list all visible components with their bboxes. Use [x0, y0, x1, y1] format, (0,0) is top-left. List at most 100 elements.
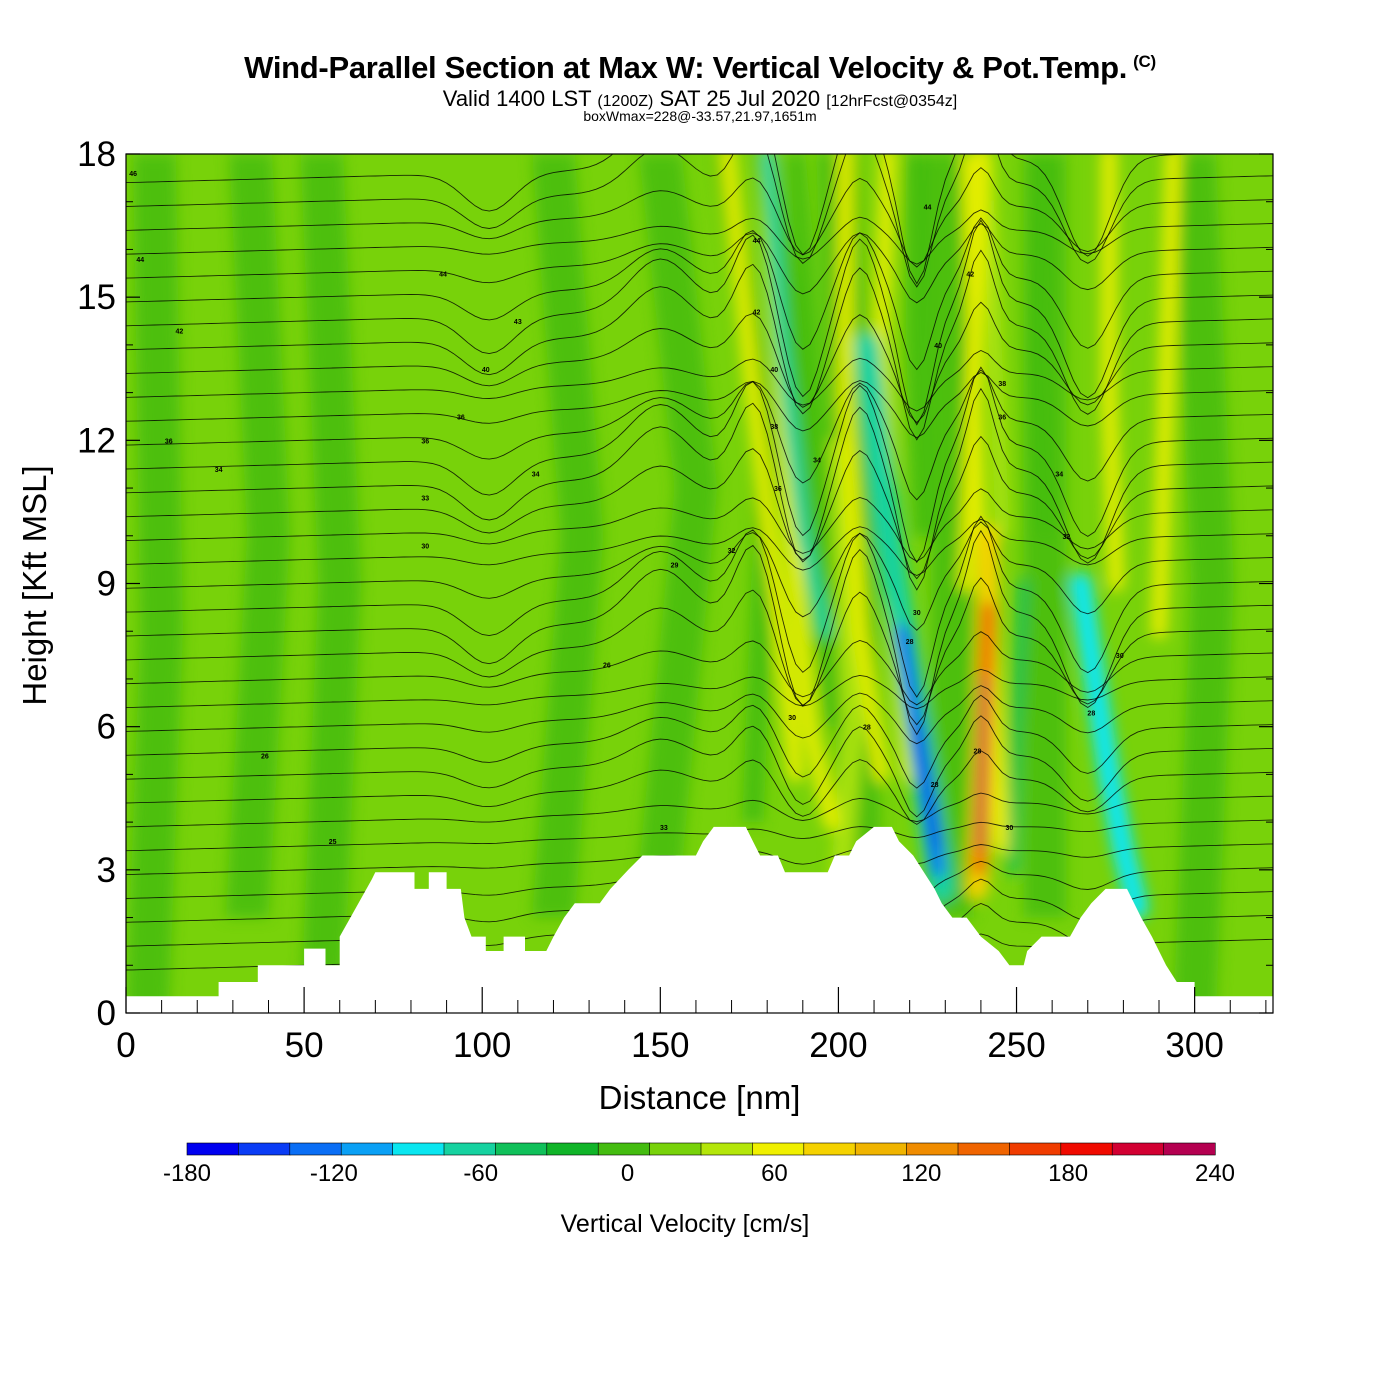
velocity-band [1028, 154, 1054, 536]
isentrope-label: 36 [457, 414, 465, 421]
y-tick-label: 3 [97, 851, 116, 890]
isentrope-line [126, 249, 1273, 441]
isentrope-label: 34 [1055, 472, 1063, 479]
isentrope-label: 43 [514, 319, 522, 326]
updraft-band [958, 154, 989, 592]
x-tick-label: 150 [631, 1026, 689, 1065]
isentrope-line [126, 154, 1211, 285]
isentrope-label: 34 [813, 457, 821, 464]
isentrope-line [126, 715, 1273, 818]
isentrope-line [126, 366, 1273, 564]
colorbar-tick-label: 60 [761, 1160, 788, 1187]
isentrope-line [126, 529, 1273, 736]
colorbar-swatch [1163, 1142, 1216, 1156]
isentrope-label: 44 [753, 238, 761, 245]
y-tick-label: 18 [77, 135, 116, 174]
isentrope-line [126, 694, 1273, 789]
isentrope-label: 26 [603, 663, 611, 670]
y-tick-label: 6 [97, 708, 116, 747]
isentrope-label: 30 [1006, 825, 1014, 832]
isentrope-line [126, 515, 1273, 698]
colorbar-tick-label: -180 [163, 1160, 211, 1187]
x-axis-label: Distance [nm] [599, 1079, 801, 1116]
isentrope-line [126, 668, 1273, 710]
isentrope-label: 34 [215, 467, 223, 474]
y-tick-label: 9 [97, 565, 116, 604]
valid-date: SAT 25 Jul 2020 [659, 86, 821, 111]
y-tick-label: 15 [77, 278, 116, 317]
downdraft-band [1007, 578, 1029, 875]
isentrope-label: 46 [129, 171, 137, 178]
downdraft-plume [225, 154, 290, 918]
y-tick-label: 12 [77, 421, 116, 460]
isentrope-label: 30 [913, 610, 921, 617]
isentrope-line [126, 435, 1273, 580]
isentrope-label: 34 [532, 472, 540, 479]
isentrope-line [126, 349, 1273, 412]
isentrope-label: 40 [770, 367, 778, 374]
isentrope-label: 44 [439, 271, 447, 278]
velocity-band [906, 154, 935, 536]
isentrope-label: 30 [421, 543, 429, 550]
colorbar-swatch [597, 1142, 651, 1156]
velocity-plumes [126, 154, 1234, 1013]
isentrope-line [126, 521, 1273, 631]
isentrope-label: 32 [1062, 534, 1070, 541]
colorbar-tick-label: 240 [1195, 1160, 1235, 1187]
isentrope-label: 36 [774, 486, 782, 493]
isentrope-label: 38 [770, 424, 778, 431]
x-tick-label: 300 [1165, 1026, 1223, 1065]
colorbar-swatch [1111, 1142, 1165, 1156]
colorbar-swatch [854, 1142, 908, 1156]
colorbar-swatch [700, 1142, 754, 1156]
velocity-band [786, 154, 869, 679]
isentrope-label: 33 [660, 825, 668, 832]
isentrope-label: 29 [671, 562, 679, 569]
isentrope-label: 28 [1087, 710, 1095, 717]
colorbar-swatch [906, 1142, 959, 1156]
y-axis-label: Height [Kft MSL] [16, 465, 53, 705]
colorbar-tick-label: 0 [621, 1160, 634, 1187]
terrain [126, 826, 1273, 1013]
downdraft-band [1069, 572, 1149, 920]
updraft-band [837, 154, 890, 783]
colorbar-swatch [443, 1142, 497, 1156]
downdraft-max [912, 722, 943, 850]
velocity-band [980, 154, 1010, 536]
colorbar-label: Vertical Velocity [cm/s] [561, 1210, 810, 1238]
colorbar-tick-label: 180 [1048, 1160, 1088, 1187]
isentrope-label: 26 [261, 753, 269, 760]
downdraft-band [760, 154, 832, 639]
colorbar-swatch [1009, 1142, 1062, 1156]
isentrope-label: 30 [1116, 653, 1124, 660]
box-wmax-label: boxWmax=228@-33.57,21.97,1651m [583, 108, 817, 124]
isentrope-line [126, 518, 1273, 577]
isentrope-label: 33 [421, 496, 429, 503]
isentrope-label: 28 [863, 725, 871, 732]
isentrope-label: 28 [906, 639, 914, 646]
valid-time: Valid 1400 LST [442, 86, 592, 111]
isentrope-label: 36 [421, 438, 429, 445]
downdraft-plume [916, 154, 974, 918]
terrain-mask [126, 826, 1273, 1013]
x-tick-label: 0 [116, 1026, 135, 1065]
isentrope-line [126, 301, 1273, 424]
isentrope-line [126, 577, 1273, 726]
isentrope-label: 40 [934, 343, 942, 350]
isentrope-label: 42 [966, 271, 974, 278]
forecast-info: [12hrFcst@0354z] [826, 93, 958, 110]
colorbar-swatch [495, 1142, 548, 1156]
colorbar-swatch [752, 1142, 805, 1156]
downdraft-plume [532, 154, 604, 918]
chart-subtitle: Valid 1400 LST (1200Z) SAT 25 Jul 2020 [… [0, 86, 1400, 112]
chart-title: Wind-Parallel Section at Max W: Vertical… [244, 50, 1156, 85]
velocity-band [713, 154, 778, 823]
x-tick-label: 50 [285, 1026, 324, 1065]
isentrope-line [126, 387, 1273, 591]
isentrope-line [126, 369, 1273, 501]
copyright-mark: (C) [1133, 52, 1156, 71]
colorbar-swatch [546, 1142, 599, 1156]
